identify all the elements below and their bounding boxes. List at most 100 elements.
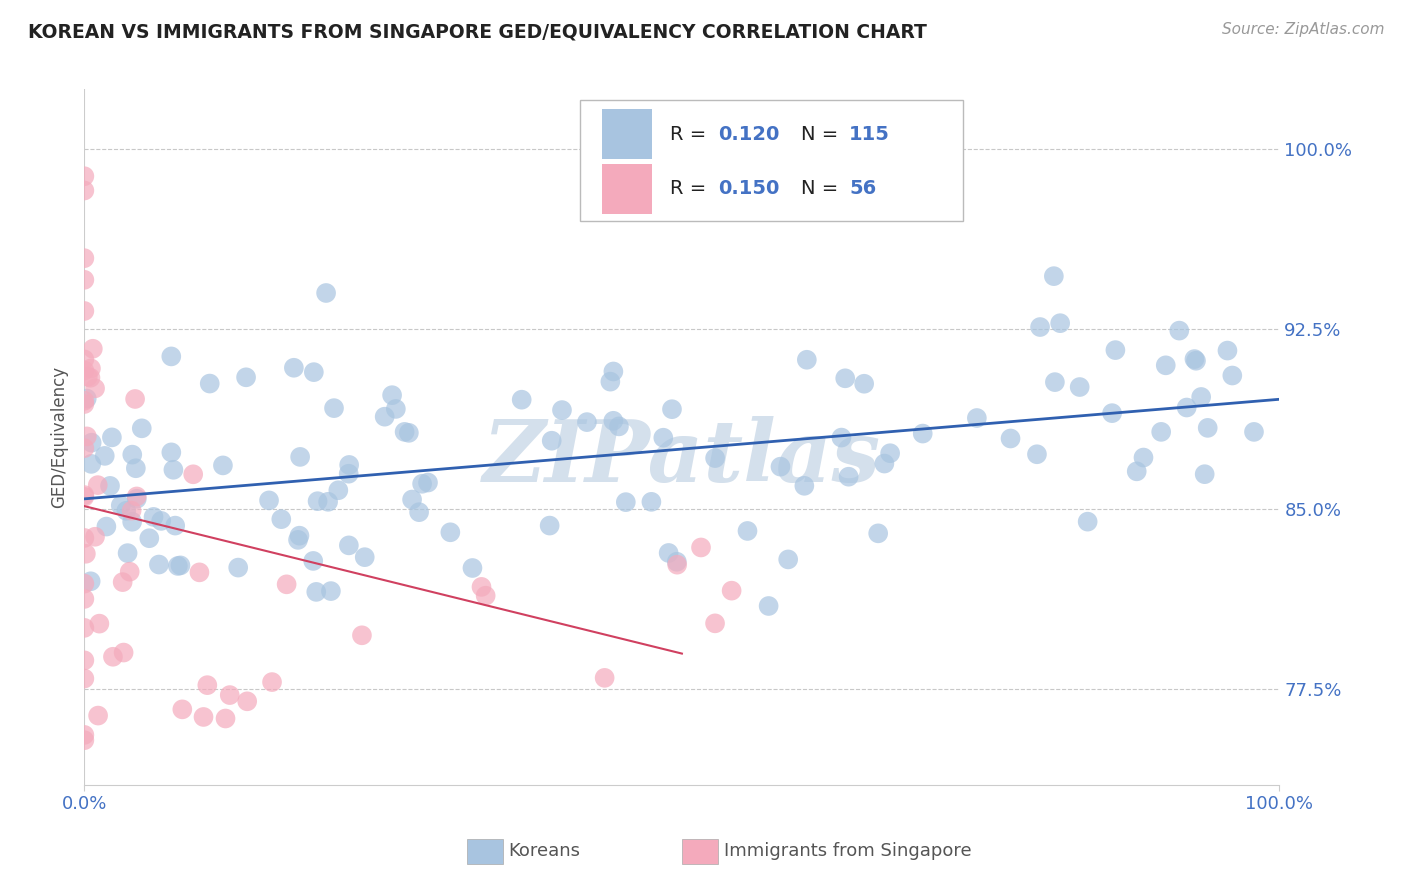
Point — [302, 365, 325, 379]
Point — [111, 575, 134, 590]
Bar — [467, 838, 503, 863]
Point — [337, 467, 360, 481]
Point — [305, 585, 328, 599]
Point — [276, 577, 298, 591]
Point — [838, 469, 860, 483]
Point — [89, 616, 111, 631]
Point — [73, 393, 96, 408]
Point — [408, 505, 430, 519]
Point — [873, 457, 896, 471]
Point — [1026, 447, 1049, 461]
Point — [652, 431, 675, 445]
Point — [73, 531, 96, 545]
Point — [212, 458, 235, 473]
Point — [73, 397, 96, 411]
Text: R =: R = — [671, 179, 713, 198]
Point — [167, 558, 190, 573]
Point — [73, 363, 96, 377]
Point — [602, 364, 624, 378]
Point — [73, 621, 96, 635]
Point — [411, 476, 433, 491]
Point — [96, 519, 118, 533]
Point — [101, 649, 124, 664]
Text: Koreans: Koreans — [509, 842, 581, 860]
Point — [614, 495, 637, 509]
Point — [84, 381, 107, 395]
Point — [160, 350, 183, 364]
Point — [150, 514, 173, 528]
Point — [834, 371, 856, 385]
Point — [1175, 401, 1198, 415]
Point — [1043, 269, 1066, 284]
Point — [1220, 368, 1243, 383]
Point — [551, 403, 574, 417]
Point — [73, 591, 96, 606]
Point — [181, 467, 204, 482]
Point — [76, 369, 98, 384]
Point — [84, 530, 107, 544]
Point — [73, 488, 96, 502]
Point — [350, 628, 373, 642]
Bar — [602, 110, 652, 160]
Point — [1184, 352, 1206, 367]
Point — [1197, 421, 1219, 435]
Point — [307, 494, 329, 508]
Point — [288, 450, 311, 464]
Point — [75, 547, 97, 561]
Point — [87, 478, 110, 492]
Point — [1104, 343, 1126, 357]
Bar — [682, 838, 718, 863]
Point — [121, 504, 143, 518]
Text: 115: 115 — [849, 125, 890, 144]
Point — [73, 251, 96, 265]
Point — [115, 504, 138, 518]
Point — [162, 463, 184, 477]
Point — [270, 512, 292, 526]
Point — [302, 554, 325, 568]
Point — [73, 728, 96, 742]
Text: N =: N = — [801, 179, 845, 198]
Point — [1101, 406, 1123, 420]
Point — [381, 388, 404, 402]
Point — [117, 546, 139, 560]
Point — [73, 184, 96, 198]
Point — [704, 451, 727, 466]
Point — [79, 370, 101, 384]
Point — [165, 518, 187, 533]
Point — [461, 561, 484, 575]
Point — [337, 538, 360, 552]
Point — [76, 429, 98, 443]
Point — [830, 431, 852, 445]
Point — [439, 525, 461, 540]
Point — [966, 411, 988, 425]
Point — [1154, 359, 1177, 373]
Point — [690, 541, 713, 555]
Point — [540, 434, 562, 448]
Point — [80, 361, 103, 376]
Point — [73, 576, 96, 591]
Point — [73, 733, 96, 747]
Text: 0.120: 0.120 — [718, 125, 779, 144]
Point — [124, 392, 146, 406]
Text: 0.150: 0.150 — [718, 179, 779, 198]
FancyBboxPatch shape — [581, 100, 963, 221]
Point — [73, 653, 96, 667]
Text: R =: R = — [671, 125, 713, 144]
Point — [172, 702, 194, 716]
Point — [769, 459, 792, 474]
Point — [138, 531, 160, 545]
Point — [218, 688, 240, 702]
Point — [315, 285, 337, 300]
Point — [328, 483, 350, 498]
Point — [76, 392, 98, 406]
Text: N =: N = — [801, 125, 845, 144]
Point — [1150, 425, 1173, 439]
Point — [226, 560, 249, 574]
Point — [112, 646, 135, 660]
Point — [1194, 467, 1216, 482]
Point — [94, 449, 117, 463]
Point — [125, 461, 148, 475]
Point — [602, 414, 624, 428]
Point — [1189, 390, 1212, 404]
Point — [1216, 343, 1239, 358]
